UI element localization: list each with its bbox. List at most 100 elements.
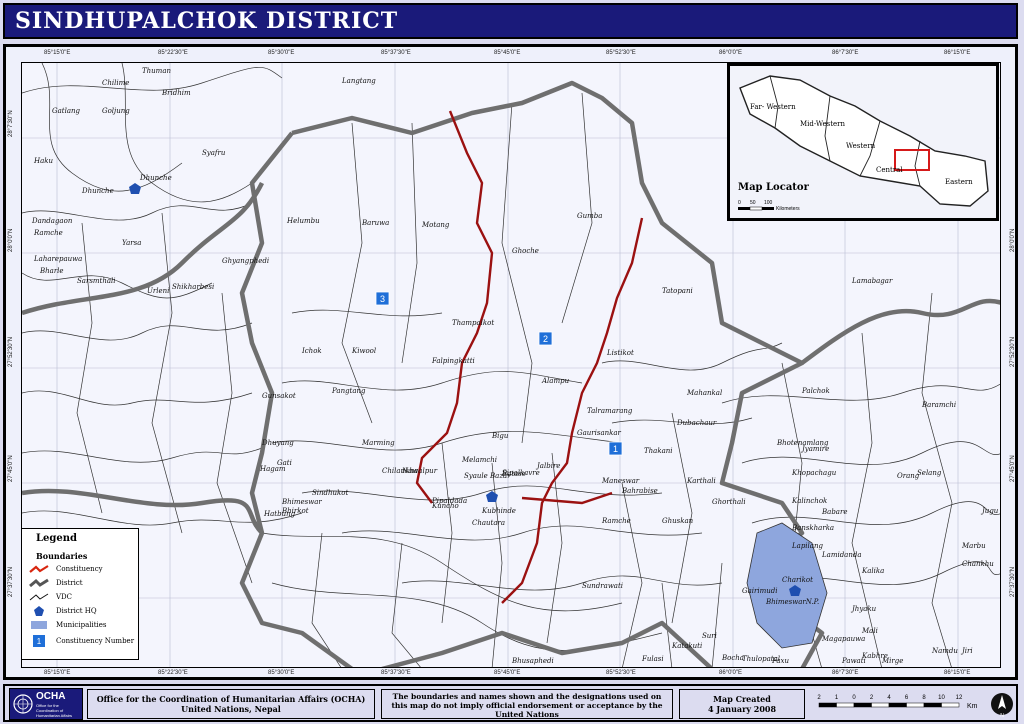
un-emblem-icon [13, 694, 33, 714]
lon-label-bottom: 85°22'30"E [158, 670, 188, 676]
legend-item-vdc: VDC [26, 591, 138, 605]
scale-segment [853, 702, 872, 708]
vdc-label: Syafru [202, 149, 226, 157]
vdc-label: Bocha [721, 654, 744, 662]
legend-item-municipalities: Municipalities [26, 619, 138, 633]
vdc-label: Faxu [771, 657, 790, 665]
vdc-label: Chilime [102, 79, 129, 87]
svg-text:2: 2 [543, 334, 548, 344]
svg-text:3: 3 [380, 294, 385, 304]
vdc-label: Ghuskan [662, 517, 694, 525]
vdc-label: Jugu [980, 507, 999, 515]
vdc-label: Melamchi [461, 456, 497, 464]
vdc-label: Gairimudi [742, 587, 777, 595]
vdc-label: Laharepauwa [33, 255, 82, 263]
lat-label: 27°52'30"N [8, 336, 14, 367]
vdc-label: Babare [821, 508, 847, 516]
vdc-label: Kabhre [861, 652, 888, 660]
vdc-label: Lamidanda [821, 551, 862, 559]
lon-label-bottom: 86°7'30"E [832, 670, 859, 676]
constituency-badge-1: 1 [608, 441, 623, 456]
lat-label-right: 27°45'0"N [1010, 455, 1016, 482]
vdc-label: Bhusaphedi [511, 657, 554, 665]
svg-text:1: 1 [37, 637, 42, 646]
vdc-label: Lamabagar [851, 277, 893, 285]
scale-tick-label: 1 [835, 695, 839, 701]
vdc-label: Khopachagu [791, 469, 837, 477]
legend-boundaries-heading: Boundaries [36, 551, 88, 561]
svg-text:1: 1 [613, 444, 618, 454]
hq-marker-charikot [789, 585, 801, 596]
scale-unit: Km [967, 703, 978, 710]
lon-label-bottom: 85°15'0"E [44, 670, 71, 676]
lon-label: 85°37'30"E [381, 50, 411, 56]
svg-text:100: 100 [764, 200, 773, 206]
scale-segment [818, 702, 837, 708]
vdc-label: Jiri [960, 647, 973, 655]
vdc-label: Chankhu [962, 560, 994, 568]
lon-label: 86°15'0"E [944, 50, 971, 56]
vdc-label: Yarsa [122, 239, 141, 247]
lon-label-bottom: 86°15'0"E [944, 670, 971, 676]
vdc-label: Pawati [841, 657, 866, 665]
scale-segment [923, 702, 942, 708]
vdc-label: Mirge [881, 657, 903, 665]
municipality-label: BhimeswarN.P. [765, 598, 819, 606]
legend-item-district-hq: District HQ [26, 605, 138, 619]
vdc-label: Gaurisankar [577, 429, 622, 437]
disclaimer-box: The boundaries and names shown and the d… [381, 689, 673, 719]
vdc-label: Bhotenamlang [776, 439, 829, 447]
vdc-label: Sarsmthali [77, 277, 116, 285]
vdc-label: Dandagaon [31, 217, 73, 225]
office-box: Office for the Coordination of Humanitar… [87, 689, 375, 719]
district-boundary-south [22, 488, 264, 535]
lon-label-bottom: 86°0'0"E [719, 670, 743, 676]
lat-label: 28°7'30"N [8, 110, 14, 137]
district-boundary-west [22, 181, 265, 316]
hq-label-charikot: Charikot [782, 576, 813, 584]
vdc-label: Alampu [541, 377, 570, 385]
vdc-label: Magapauwa [821, 635, 865, 643]
svg-text:Mid-Western: Mid-Western [800, 120, 846, 128]
lon-label: 86°7'30"E [832, 50, 859, 56]
vdc-label: Jalbire [535, 462, 560, 470]
map-title: SINDHUPALCHOK DISTRICT [15, 8, 399, 34]
vdc-label: Chilankha [382, 467, 418, 475]
scale-tick-label: 12 [956, 695, 963, 701]
svg-text:50: 50 [750, 200, 756, 206]
vdc-label: Bigu [491, 432, 509, 440]
vdc-label: Dhunche [81, 187, 114, 195]
lat-label: 27°37'30"N [8, 566, 14, 597]
scale-segment [906, 702, 925, 708]
vdc-label: Baruwa [361, 219, 389, 227]
scale-bar: 2 1 0 2 4 6 8 10 12 Km [813, 689, 983, 719]
vdc-label: Bhirkot [281, 507, 309, 515]
scale-segment [941, 702, 960, 708]
locator-title: Map Locator [738, 182, 809, 193]
lon-label-bottom: 85°52'30"E [606, 670, 636, 676]
vdc-label: Palchok [801, 387, 830, 395]
vdc-label: Gati [277, 459, 292, 467]
vdc-label: Ichok [301, 347, 322, 355]
vdc-label: Goljung [102, 107, 130, 115]
lon-label-bottom: 85°45'0"E [494, 670, 521, 676]
vdc-label: Baramchi [921, 401, 956, 409]
vdc-label: Kuncho [431, 502, 459, 510]
lat-label: 28°0'0"N [8, 228, 14, 252]
vdc-label: Thuman [142, 67, 171, 75]
vdc-labels: Langtang Thuman Chilime Bridhim Gatlang Golju… [31, 67, 999, 665]
vdc-label: Sundrawati [582, 582, 623, 590]
vdc-label: Kalinchok [791, 497, 827, 505]
vdc-label: Marbu [961, 542, 986, 550]
map-locator: Far- Western Mid-Western Western Central… [727, 63, 999, 221]
vdc-label: Sindhukot [312, 489, 348, 497]
scale-segment [871, 702, 890, 708]
vdc-label: Bharle [39, 267, 64, 275]
lon-label: 86°0'0"E [719, 50, 743, 56]
vdc-label: Thampalkot [452, 319, 494, 327]
vdc-label: Kubhinde [481, 507, 516, 515]
vdc-label: Syaule Bazar [464, 472, 511, 480]
vdc-label: Talramarang [587, 407, 633, 415]
lat-label-right: 27°37'30"N [1010, 566, 1016, 597]
